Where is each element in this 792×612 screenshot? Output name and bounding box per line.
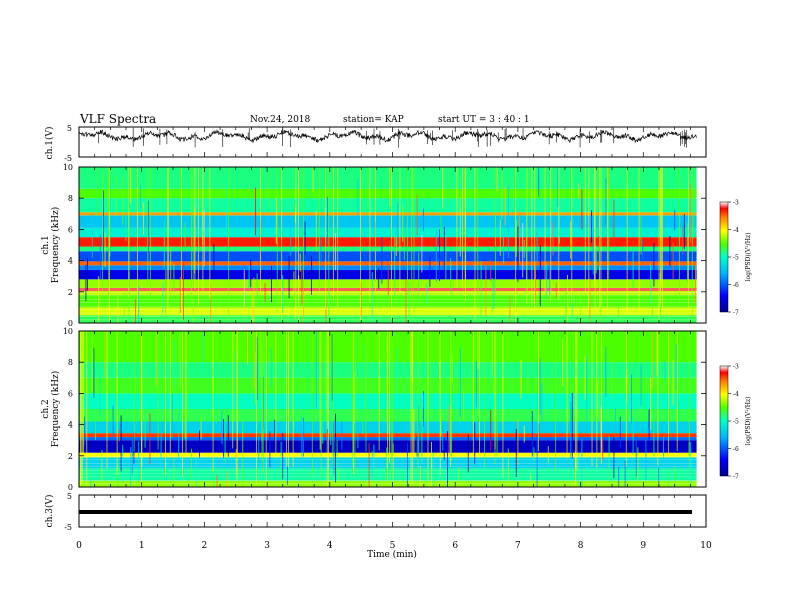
ch1-waveform-ytick-top: 5 [67, 124, 72, 133]
ch1-spectrogram-ytick-label: 0 [68, 319, 73, 328]
ch1-spectrogram-band [79, 294, 697, 308]
ch1-waveform-ylabel: ch.1(V) [44, 127, 55, 160]
ch3-waveform-ylabel: ch.3(V) [44, 495, 55, 528]
ch1-spectrogram-band [79, 287, 697, 292]
ch2-colorbar-scale [719, 365, 729, 477]
ch1-spectrogram-band [79, 261, 697, 266]
ch1-spectrogram-band [79, 167, 697, 189]
ch2-spectrogram-ytick-label: 6 [68, 389, 73, 398]
ch1-colorbar-tick-label: -3 [733, 200, 739, 207]
ch3-waveform-ytick-top: 5 [67, 492, 72, 501]
ch1-spectrogram-ytick-label: 6 [68, 225, 73, 234]
x-tick-label: 4 [327, 541, 333, 551]
station-label: station= KAP [343, 115, 404, 125]
x-tick-label: 7 [515, 541, 521, 551]
ch2-spectrogram-ytick-label: 4 [68, 421, 73, 430]
ch2-colorbar: -3 -4 -5 -6 -7 log(PSD)(V²/Hz) [719, 364, 752, 481]
ch1-spectrogram-band [79, 246, 697, 252]
ch1-spectrogram-band [79, 315, 697, 323]
x-tick-label: 9 [640, 541, 646, 551]
ch2-spectrogram-ytick-label: 10 [63, 327, 73, 336]
date-label: Nov.24, 2018 [250, 115, 311, 125]
ch1-spectrogram-band [79, 269, 697, 280]
ch2-colorbar-tick-label: -4 [733, 391, 739, 398]
ch1-spectrogram-band [79, 291, 697, 295]
ch2-spectrogram-ytick-label: 2 [68, 452, 73, 461]
ch1-spectrogram-ytick-label: 2 [68, 288, 73, 297]
ch2-spectrogram-ylabel: Frequency (kHz) [50, 371, 61, 448]
ch2-spectrogram-panel: 0 2 4 6 8 10 ch.2 Frequency (kHz) [41, 327, 707, 492]
ch1-spectrogram-band [79, 188, 697, 199]
x-tick-label: 8 [578, 541, 584, 551]
ch1-spectrogram-ytick-label: 4 [68, 257, 73, 266]
ch1-colorbar-tick-label: -4 [733, 227, 739, 234]
ch1-spectrogram-band [79, 215, 697, 228]
ch1-spectrogram-band [79, 265, 697, 270]
x-tick-label: 5 [390, 541, 396, 551]
ch1-waveform-ytick-bottom: -5 [64, 154, 72, 163]
ch1-spectrogram-band [79, 307, 697, 316]
ch1-spectrogram-ylabel: Frequency (kHz) [50, 207, 61, 284]
ch2-colorbar-tick-label: -3 [733, 364, 739, 371]
ch1-spectrogram-band [79, 279, 697, 288]
ch3-waveform-ytick-bottom: -5 [64, 523, 72, 532]
x-tick-label: 6 [452, 541, 458, 551]
ch1-colorbar-scale [719, 201, 729, 313]
chart-title: VLF Spectra [79, 112, 156, 126]
ch1-waveform-trace [79, 128, 697, 144]
ch1-spectrogram-ytick-label: 10 [63, 163, 73, 172]
x-tick-label: 1 [139, 541, 145, 551]
ch1-spectrogram-band [79, 212, 697, 216]
ch2-colorbar-tick-label: -6 [733, 446, 739, 453]
ch1-spectrogram-band [79, 227, 697, 238]
x-tick-label: 3 [264, 541, 270, 551]
ch2-colorbar-label: log(PSD)(V²/Hz) [745, 397, 752, 446]
ch1-colorbar-tick-label: -7 [733, 310, 739, 317]
x-tick-label: 10 [700, 541, 712, 551]
x-axis-label: Time (min) [367, 549, 417, 560]
ch2-colorbar-tick-label: -7 [733, 474, 739, 481]
ch1-colorbar-tick-label: -5 [733, 255, 739, 262]
x-tick-label: 2 [202, 541, 208, 551]
ch1-spectrogram-ytick-label: 8 [68, 194, 73, 203]
ch1-colorbar-tick-label: -6 [733, 282, 739, 289]
ch1-waveform-panel: 5 -5 ch.1(V) [44, 124, 707, 163]
ch1-spectrogram-band [79, 237, 697, 247]
ch3-waveform-panel: 5 -5 ch.3(V) [44, 492, 707, 532]
ch2-colorbar-tick-label: -5 [733, 419, 739, 426]
ch1-spectrogram-band [79, 251, 697, 262]
ch2-spectrogram-channel-label: ch.2 [41, 399, 51, 418]
ch2-spectrogram-ytick-label: 8 [68, 358, 73, 367]
ch1-spectrogram-channel-label: ch.1 [41, 235, 51, 254]
start-time-label: start UT = 3 : 40 : 1 [438, 115, 530, 125]
ch2-spectrogram-ytick-label: 0 [68, 483, 73, 492]
ch1-spectrogram-band [79, 198, 697, 213]
x-tick-label: 0 [76, 541, 82, 551]
ch1-colorbar: -3 -4 -5 -6 -7 log(PSD)(V²/Hz) [719, 200, 752, 317]
ch1-colorbar-label: log(PSD)(V²/Hz) [745, 233, 752, 282]
ch1-spectrogram-panel: 0 2 4 6 8 10 ch.1 Frequency (kHz) [41, 163, 707, 328]
